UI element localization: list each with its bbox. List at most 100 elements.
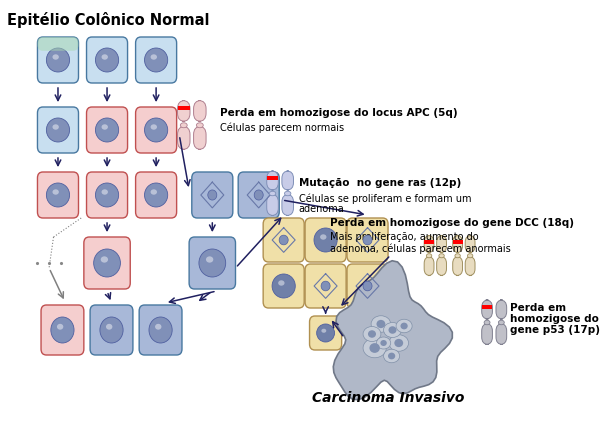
FancyBboxPatch shape xyxy=(192,172,233,218)
Ellipse shape xyxy=(381,340,387,346)
FancyBboxPatch shape xyxy=(424,257,434,276)
FancyBboxPatch shape xyxy=(41,305,84,355)
Text: adenoma, células parecem anormais: adenoma, células parecem anormais xyxy=(330,243,511,253)
FancyBboxPatch shape xyxy=(482,323,492,344)
FancyBboxPatch shape xyxy=(282,195,294,216)
Ellipse shape xyxy=(320,234,327,240)
FancyBboxPatch shape xyxy=(347,218,388,262)
Text: Perda em homozigose do locus APC (5q): Perda em homozigose do locus APC (5q) xyxy=(220,108,458,118)
FancyBboxPatch shape xyxy=(37,107,79,153)
Ellipse shape xyxy=(371,316,391,332)
Polygon shape xyxy=(333,261,452,400)
Ellipse shape xyxy=(363,281,372,291)
Ellipse shape xyxy=(144,48,168,72)
FancyBboxPatch shape xyxy=(309,316,342,350)
Ellipse shape xyxy=(384,322,402,338)
FancyBboxPatch shape xyxy=(453,257,463,276)
FancyBboxPatch shape xyxy=(90,305,133,355)
Ellipse shape xyxy=(279,235,288,245)
Ellipse shape xyxy=(47,48,69,72)
FancyBboxPatch shape xyxy=(482,300,492,319)
Ellipse shape xyxy=(144,183,168,207)
Ellipse shape xyxy=(106,324,112,330)
Text: Mais proliferação, aumento do: Mais proliferação, aumento do xyxy=(330,232,479,242)
FancyBboxPatch shape xyxy=(135,37,176,83)
Ellipse shape xyxy=(51,317,74,343)
Ellipse shape xyxy=(155,324,161,330)
FancyBboxPatch shape xyxy=(86,107,127,153)
Ellipse shape xyxy=(206,256,213,263)
Bar xyxy=(267,176,278,180)
Ellipse shape xyxy=(208,190,217,200)
Bar xyxy=(178,106,190,110)
Ellipse shape xyxy=(400,322,408,329)
Ellipse shape xyxy=(455,254,460,258)
FancyBboxPatch shape xyxy=(193,101,206,121)
Ellipse shape xyxy=(94,249,120,277)
FancyBboxPatch shape xyxy=(267,171,278,190)
FancyBboxPatch shape xyxy=(84,237,130,289)
Ellipse shape xyxy=(396,319,412,333)
Ellipse shape xyxy=(376,320,385,328)
FancyBboxPatch shape xyxy=(139,305,182,355)
Ellipse shape xyxy=(314,228,337,252)
FancyBboxPatch shape xyxy=(86,172,127,218)
Ellipse shape xyxy=(101,189,108,195)
Ellipse shape xyxy=(388,326,396,334)
Ellipse shape xyxy=(53,124,59,130)
Ellipse shape xyxy=(368,330,376,338)
Ellipse shape xyxy=(181,123,187,128)
FancyBboxPatch shape xyxy=(238,172,279,218)
Text: Células se proliferam e formam um: Células se proliferam e formam um xyxy=(299,193,471,203)
Ellipse shape xyxy=(376,337,391,349)
FancyBboxPatch shape xyxy=(263,218,304,262)
FancyBboxPatch shape xyxy=(496,300,507,319)
Ellipse shape xyxy=(363,235,372,245)
FancyBboxPatch shape xyxy=(267,195,278,216)
Ellipse shape xyxy=(370,343,380,353)
FancyBboxPatch shape xyxy=(37,172,79,218)
Text: Células parecem normais: Células parecem normais xyxy=(220,122,344,133)
FancyBboxPatch shape xyxy=(282,171,294,190)
Ellipse shape xyxy=(254,190,263,200)
Text: Perda em homozigose do gene DCC (18q): Perda em homozigose do gene DCC (18q) xyxy=(330,218,574,228)
Ellipse shape xyxy=(321,281,330,291)
Bar xyxy=(424,240,434,244)
Bar xyxy=(482,305,492,309)
Ellipse shape xyxy=(53,189,59,195)
Text: Perda em: Perda em xyxy=(510,303,567,313)
FancyBboxPatch shape xyxy=(465,257,475,276)
FancyBboxPatch shape xyxy=(465,235,475,253)
Ellipse shape xyxy=(498,320,504,325)
FancyBboxPatch shape xyxy=(37,37,79,83)
Ellipse shape xyxy=(384,349,400,363)
FancyBboxPatch shape xyxy=(305,264,346,308)
Text: Mutação  no gene ras (12p): Mutação no gene ras (12p) xyxy=(299,178,461,188)
Ellipse shape xyxy=(95,118,118,142)
Ellipse shape xyxy=(426,254,432,258)
Ellipse shape xyxy=(389,335,408,351)
Ellipse shape xyxy=(101,256,108,263)
FancyBboxPatch shape xyxy=(424,235,434,253)
Ellipse shape xyxy=(272,274,295,298)
Ellipse shape xyxy=(47,183,69,207)
Bar xyxy=(453,240,463,244)
Ellipse shape xyxy=(100,317,123,343)
Ellipse shape xyxy=(95,48,118,72)
Text: adenoma: adenoma xyxy=(299,204,345,214)
Ellipse shape xyxy=(150,189,157,195)
FancyBboxPatch shape xyxy=(263,264,304,308)
Ellipse shape xyxy=(149,317,172,343)
Ellipse shape xyxy=(101,54,108,60)
FancyBboxPatch shape xyxy=(135,172,176,218)
FancyBboxPatch shape xyxy=(496,323,507,344)
Ellipse shape xyxy=(388,353,395,360)
FancyBboxPatch shape xyxy=(86,37,127,83)
Ellipse shape xyxy=(484,320,490,325)
Ellipse shape xyxy=(150,124,157,130)
Text: Carcinoma Invasivo: Carcinoma Invasivo xyxy=(312,391,464,405)
Ellipse shape xyxy=(269,191,275,196)
Ellipse shape xyxy=(95,183,118,207)
Ellipse shape xyxy=(144,118,168,142)
FancyBboxPatch shape xyxy=(437,257,446,276)
